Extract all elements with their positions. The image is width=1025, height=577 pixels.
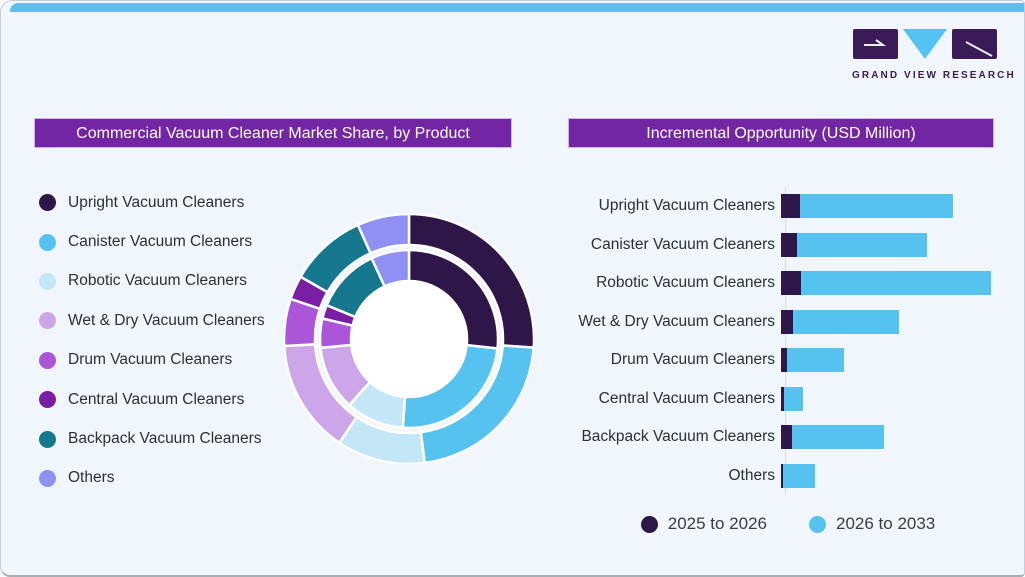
bar-category-label: Upright Vacuum Cleaners — [598, 197, 775, 215]
bar-row: Backpack Vacuum Cleaners — [568, 418, 1018, 457]
bar-legend-label: 2025 to 2026 — [667, 514, 767, 533]
logo-wordmark: GRAND VIEW RESEARCH — [852, 70, 1016, 81]
stacked-bar — [781, 386, 803, 411]
bar-legend-item: 2026 to 2033 — [809, 514, 935, 534]
legend-item: Canister Vacuum Cleaners — [39, 222, 265, 261]
legend-item: Backpack Vacuum Cleaners — [39, 419, 265, 458]
donut-segment — [369, 248, 411, 289]
donut-chart-title: Commercial Vacuum Cleaner Market Share, … — [34, 118, 512, 148]
legend-color-dot — [39, 351, 56, 369]
bar-segment-2026-2033 — [801, 271, 991, 296]
bar-chart-axis — [785, 187, 786, 495]
legend-item-label: Wet & Dry Vacuum Cleaners — [68, 311, 265, 329]
donut-hole — [352, 282, 466, 396]
legend-color-dot — [39, 233, 56, 251]
bar-segment-2026-2033 — [797, 232, 927, 257]
bar-segment-2025-2026 — [781, 194, 800, 219]
grand-view-research-logo: GRAND VIEW RESEARCH — [852, 29, 1016, 81]
bar-row: Wet & Dry Vacuum Cleaners — [568, 303, 1018, 342]
bar-segment-2025-2026 — [781, 348, 787, 373]
bar-segment-2026-2033 — [792, 425, 884, 450]
stacked-bar — [781, 309, 899, 334]
legend-item-label: Backpack Vacuum Cleaners — [68, 430, 262, 448]
bar-segment-2026-2033 — [784, 386, 803, 411]
bar-legend-item: 2025 to 2026 — [640, 514, 767, 534]
legend-color-dot — [39, 391, 56, 409]
bar-segment-2026-2033 — [783, 463, 815, 488]
bar-segment-2026-2033 — [793, 309, 899, 334]
legend-item: Drum Vacuum Cleaners — [39, 341, 265, 380]
bar-segment-2025-2026 — [781, 425, 792, 450]
bar-chart-rows: Upright Vacuum Cleaners Canister Vacuum … — [568, 187, 1018, 495]
bar-row: Central Vacuum Cleaners — [568, 380, 1018, 419]
top-accent-bar — [10, 3, 1024, 12]
stacked-bar — [781, 232, 927, 257]
legend-item: Robotic Vacuum Cleaners — [39, 262, 265, 301]
stacked-bar — [781, 348, 844, 373]
bar-legend-color-dot — [809, 515, 826, 533]
legend-color-dot — [39, 312, 56, 330]
bar-category-label: Central Vacuum Cleaners — [598, 389, 775, 407]
legend-color-dot — [39, 272, 56, 290]
bar-category-label: Wet & Dry Vacuum Cleaners — [578, 312, 775, 330]
legend-item-label: Central Vacuum Cleaners — [68, 390, 245, 408]
bar-category-label: Drum Vacuum Cleaners — [610, 351, 775, 369]
bar-chart-title: Incremental Opportunity (USD Million) — [568, 118, 994, 148]
legend-item: Wet & Dry Vacuum Cleaners — [39, 301, 265, 340]
legend-color-dot — [39, 430, 56, 448]
bar-row: Drum Vacuum Cleaners — [568, 341, 1018, 380]
legend-item-label: Drum Vacuum Cleaners — [68, 351, 233, 369]
donut-legend: Upright Vacuum Cleaners Canister Vacuum … — [39, 183, 265, 498]
bar-segment-2025-2026 — [781, 271, 801, 296]
legend-item-label: Upright Vacuum Cleaners — [68, 193, 245, 211]
bar-category-label: Canister Vacuum Cleaners — [590, 235, 775, 253]
bar-segment-2025-2026 — [781, 386, 784, 411]
legend-item: Central Vacuum Cleaners — [39, 380, 265, 419]
bar-row: Robotic Vacuum Cleaners — [568, 264, 1018, 303]
legend-item: Others — [39, 459, 265, 498]
bar-legend-label: 2026 to 2033 — [836, 514, 936, 533]
legend-item-label: Robotic Vacuum Cleaners — [68, 272, 247, 290]
legend-item: Upright Vacuum Cleaners — [39, 183, 265, 222]
bar-segment-2026-2033 — [800, 194, 953, 219]
bar-row: Upright Vacuum Cleaners — [568, 187, 1018, 226]
legend-item-label: Others — [68, 469, 115, 487]
legend-color-dot — [39, 194, 56, 212]
market-share-donut-chart — [284, 214, 534, 464]
bar-segment-2025-2026 — [781, 463, 783, 488]
bar-row: Others — [568, 457, 1018, 496]
stacked-bar — [781, 463, 815, 488]
bar-category-label: Robotic Vacuum Cleaners — [596, 274, 775, 292]
bar-segment-2026-2033 — [787, 348, 844, 373]
stacked-bar — [781, 194, 953, 219]
donut-segment — [356, 214, 411, 255]
legend-item-label: Canister Vacuum Cleaners — [68, 233, 253, 251]
bar-legend-color-dot — [640, 515, 658, 533]
bar-row: Canister Vacuum Cleaners — [568, 226, 1018, 265]
legend-color-dot — [39, 469, 56, 487]
stacked-bar — [781, 425, 884, 450]
bar-category-label: Others — [728, 466, 775, 484]
bar-chart-legend: 2025 to 2026 2026 to 2033 — [568, 514, 1008, 534]
bar-segment-2025-2026 — [781, 232, 797, 257]
bar-segment-2025-2026 — [781, 309, 793, 334]
gvr-logo-icon — [853, 29, 997, 59]
bar-category-label: Backpack Vacuum Cleaners — [581, 428, 775, 446]
stacked-bar — [781, 271, 991, 296]
